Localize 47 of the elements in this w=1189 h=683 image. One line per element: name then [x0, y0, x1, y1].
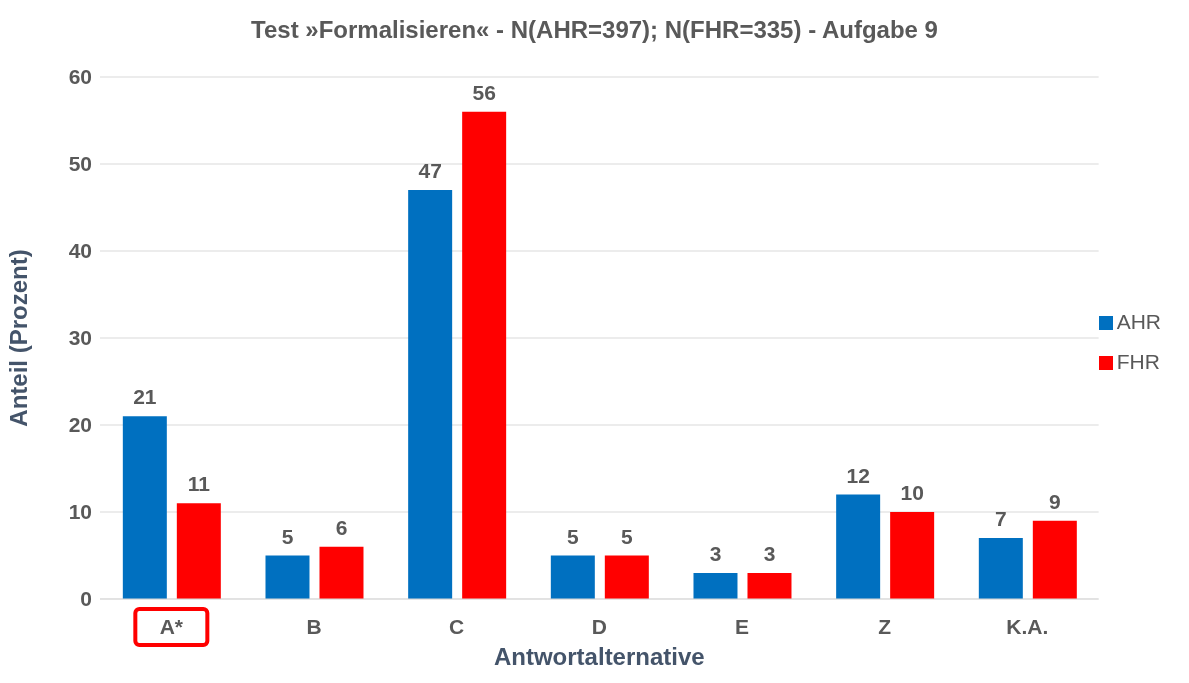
bar [1032, 520, 1077, 599]
x-tick-label: A* [159, 615, 184, 638]
data-label: 12 [846, 463, 870, 487]
x-tick-label: D [591, 615, 607, 638]
bar [122, 416, 167, 599]
data-label: 56 [472, 80, 496, 104]
data-label: 3 [763, 541, 776, 565]
legend-label: AHR [1116, 309, 1161, 333]
y-tick-label: 0 [80, 587, 92, 611]
y-tick-label: 30 [68, 326, 92, 350]
legend-label: FHR [1116, 349, 1160, 373]
bar [176, 503, 221, 599]
bar [747, 572, 792, 599]
x-tick-label: Z [878, 615, 892, 638]
y-tick-label: 40 [68, 239, 92, 263]
chart-title: Test »Formalisieren« - N(AHR=397); N(FHR=335) - Aufgabe 9 [250, 16, 939, 44]
y-tick-label: 10 [68, 500, 92, 524]
x-tick-label: B [306, 615, 322, 638]
data-label: 5 [281, 524, 294, 548]
bar [978, 538, 1023, 599]
bar [890, 512, 935, 599]
data-label: 21 [133, 385, 157, 409]
data-label: 10 [900, 481, 924, 504]
y-axis-title: Anteil (Prozent) [4, 249, 32, 427]
data-label: 9 [1048, 489, 1061, 513]
data-label: 3 [709, 541, 722, 565]
x-axis-title: Antwortalternative [493, 643, 705, 670]
data-label: 7 [994, 507, 1007, 531]
data-label: 5 [620, 524, 633, 548]
bar [462, 111, 507, 599]
data-label: 11 [187, 472, 211, 496]
x-tick-label: K.A. [1006, 615, 1049, 638]
data-label: 5 [566, 524, 579, 548]
y-tick-label: 60 [68, 65, 92, 89]
bar [319, 546, 364, 599]
bar [408, 190, 453, 599]
bar [265, 555, 310, 599]
bar [836, 494, 881, 599]
data-label: 6 [335, 515, 348, 539]
y-tick-label: 20 [68, 413, 92, 437]
bar [693, 572, 738, 599]
bar [550, 555, 595, 599]
x-tick-label: E [734, 615, 749, 638]
bar [604, 555, 649, 599]
y-tick-label: 50 [68, 152, 92, 176]
data-label: 47 [418, 159, 442, 183]
x-tick-label: C [449, 615, 465, 638]
